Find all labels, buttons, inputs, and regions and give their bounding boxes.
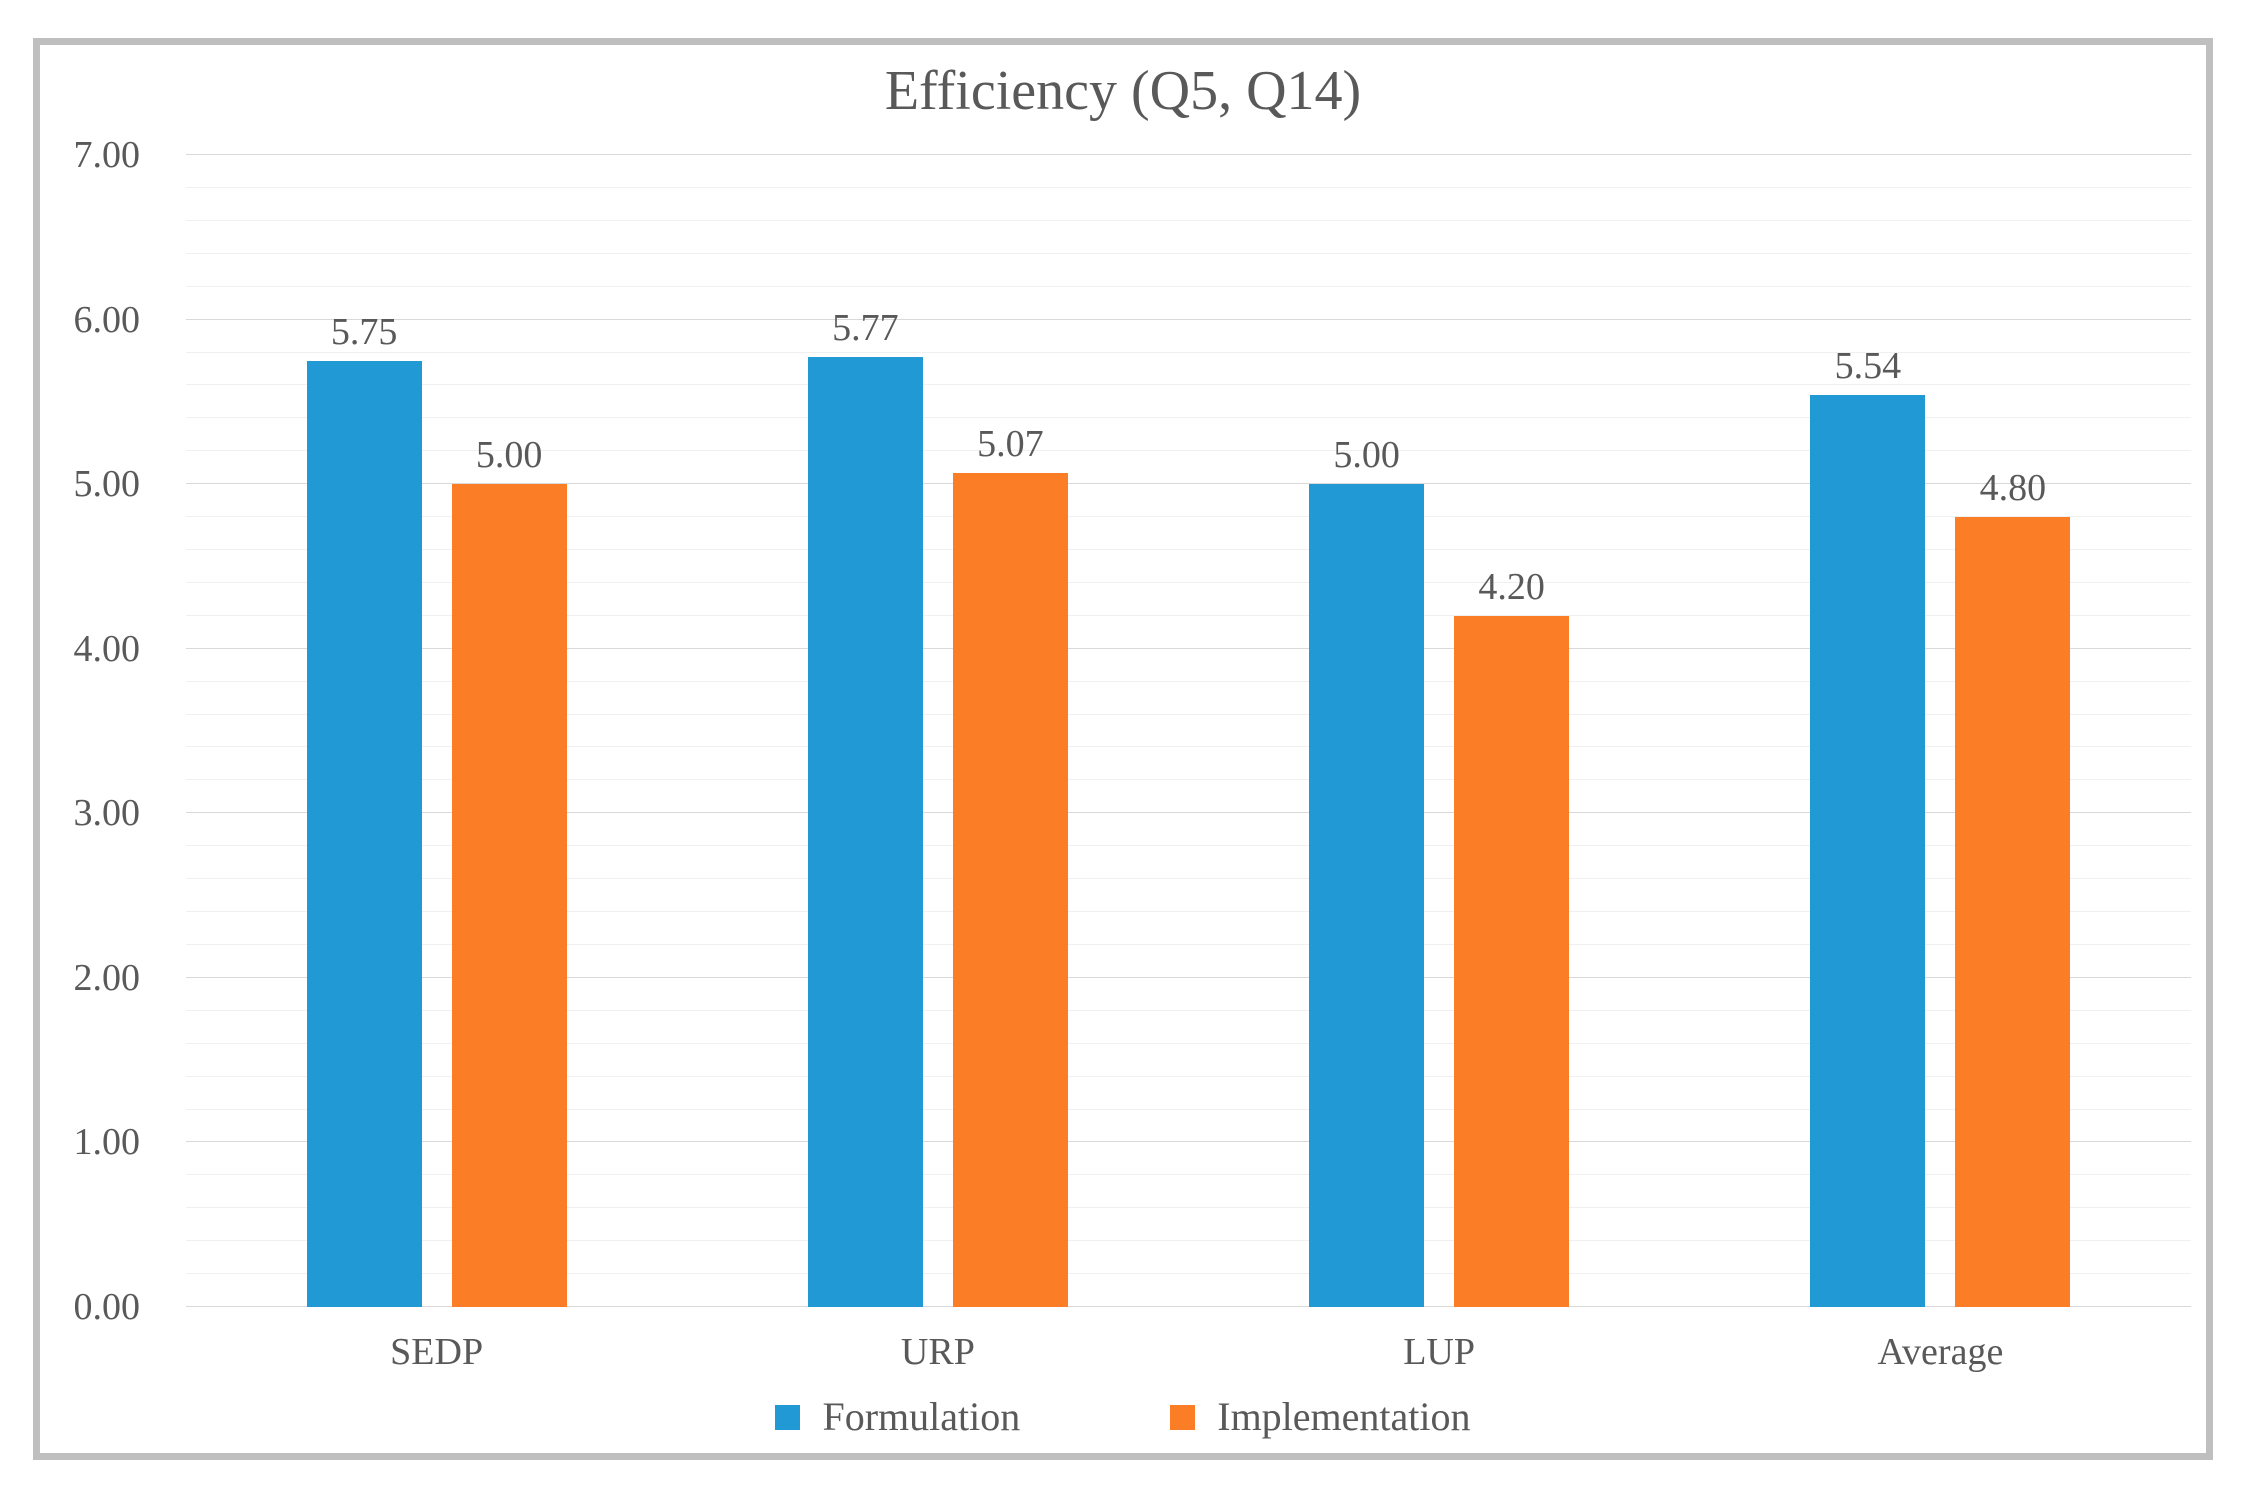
bar-implementation: 4.20 (1454, 568, 1570, 1307)
gridline-minor (186, 943, 2191, 945)
bar-group: 5.00 4.20 LUP (1189, 155, 1690, 1371)
gridline-minor (186, 1042, 2191, 1044)
gridline-minor (186, 351, 2191, 353)
chart-title: Efficiency (Q5, Q14) (884, 60, 1362, 122)
bar-value-label: 5.00 (1333, 434, 1400, 477)
gridline-major (186, 1306, 2191, 1307)
gridline-minor (186, 417, 2191, 419)
y-tick-label: 3.00 (73, 792, 141, 835)
bar-value-label: 5.07 (977, 422, 1044, 465)
bar-formulation: 5.00 (1309, 436, 1425, 1307)
legend: Formulation Implementation (40, 1397, 2206, 1437)
y-tick-label: 7.00 (73, 134, 141, 176)
y-tick-label: 4.00 (73, 627, 141, 670)
gridline-minor (186, 548, 2191, 550)
y-tick-label: 0.00 (73, 1286, 141, 1328)
y-tick-label: 5.00 (73, 463, 141, 506)
gridline-minor (186, 779, 2191, 781)
bar-value-label: 5.00 (475, 434, 543, 477)
gridline-minor (186, 1075, 2191, 1077)
legend-label: Formulation (822, 1394, 1021, 1439)
gridline-major (186, 154, 2191, 155)
gridline-minor (186, 1207, 2191, 1209)
bar-value-label: 4.20 (1478, 565, 1545, 608)
gridline-major (186, 483, 2191, 485)
gridline-major (186, 976, 2191, 978)
gridline-minor (186, 516, 2191, 518)
gridline-minor (186, 713, 2191, 715)
gridline-minor (186, 1009, 2191, 1011)
gridline-minor (186, 680, 2191, 682)
bar-value-label: 5.75 (330, 310, 398, 353)
gridline-minor (186, 746, 2191, 748)
gridline-major (186, 318, 2191, 320)
plot-area: 5.75 5.00 SEDP 5.77 5.07 URP 5.00 4.20 LUP 5.54 4.… (186, 154, 2191, 1371)
gridline-minor (186, 1108, 2191, 1110)
bar-formulation: 5.54 (1810, 347, 1926, 1307)
gridline-major (186, 812, 2191, 814)
gridline-minor (186, 285, 2191, 287)
gridline-minor (186, 252, 2191, 254)
chart-frame: Efficiency (Q5, Q14) 0.00 1.00 2.00 3.00 4.0… (33, 38, 2213, 1460)
bar-value-label: 4.80 (1979, 467, 2047, 510)
bar-implementation: 5.00 (451, 436, 567, 1307)
gridline-minor (186, 1240, 2191, 1242)
gridline-minor (186, 1174, 2191, 1176)
y-tick-label: 1.00 (73, 1121, 141, 1164)
y-tick-label: 2.00 (73, 956, 141, 999)
category-label: LUP (1403, 1331, 1476, 1373)
gridline-minor (186, 878, 2191, 880)
bar-value-label: 5.54 (1834, 345, 1902, 388)
gridline-minor (186, 614, 2191, 616)
legend-swatch-formulation (775, 1404, 801, 1430)
legend-item: Formulation (775, 1397, 1020, 1437)
gridline-major (186, 647, 2191, 649)
legend-label: Implementation (1217, 1394, 1471, 1439)
gridline-minor (186, 384, 2191, 386)
y-axis: 0.00 1.00 2.00 3.00 4.00 5.00 6.00 7.00 (30, 136, 141, 1326)
category-label: Average (1877, 1331, 2004, 1373)
bar-formulation: 5.75 (306, 313, 422, 1307)
legend-swatch-implementation (1170, 1404, 1196, 1430)
bar-implementation: 5.07 (952, 425, 1068, 1307)
bar-formulation: 5.77 (807, 309, 923, 1307)
gridline-minor (186, 911, 2191, 913)
bar-group: 5.77 5.07 URP (687, 155, 1188, 1371)
gridline-major (186, 1141, 2191, 1143)
gridline-minor (186, 186, 2191, 188)
gridline-minor (186, 581, 2191, 583)
gridline-minor (186, 219, 2191, 221)
gridline-minor (186, 450, 2191, 452)
category-label: SEDP (390, 1331, 484, 1373)
bar-implementation: 4.80 (1955, 469, 2071, 1307)
bar-value-label: 5.77 (832, 307, 899, 350)
category-label: URP (900, 1331, 975, 1373)
gridline-minor (186, 1273, 2191, 1275)
y-tick-label: 6.00 (73, 298, 141, 341)
bar-group: 5.54 4.80 Average (1690, 155, 2191, 1371)
legend-item: Implementation (1170, 1394, 1471, 1439)
bar-group: 5.75 5.00 SEDP (186, 155, 687, 1371)
gridline-minor (186, 845, 2191, 847)
